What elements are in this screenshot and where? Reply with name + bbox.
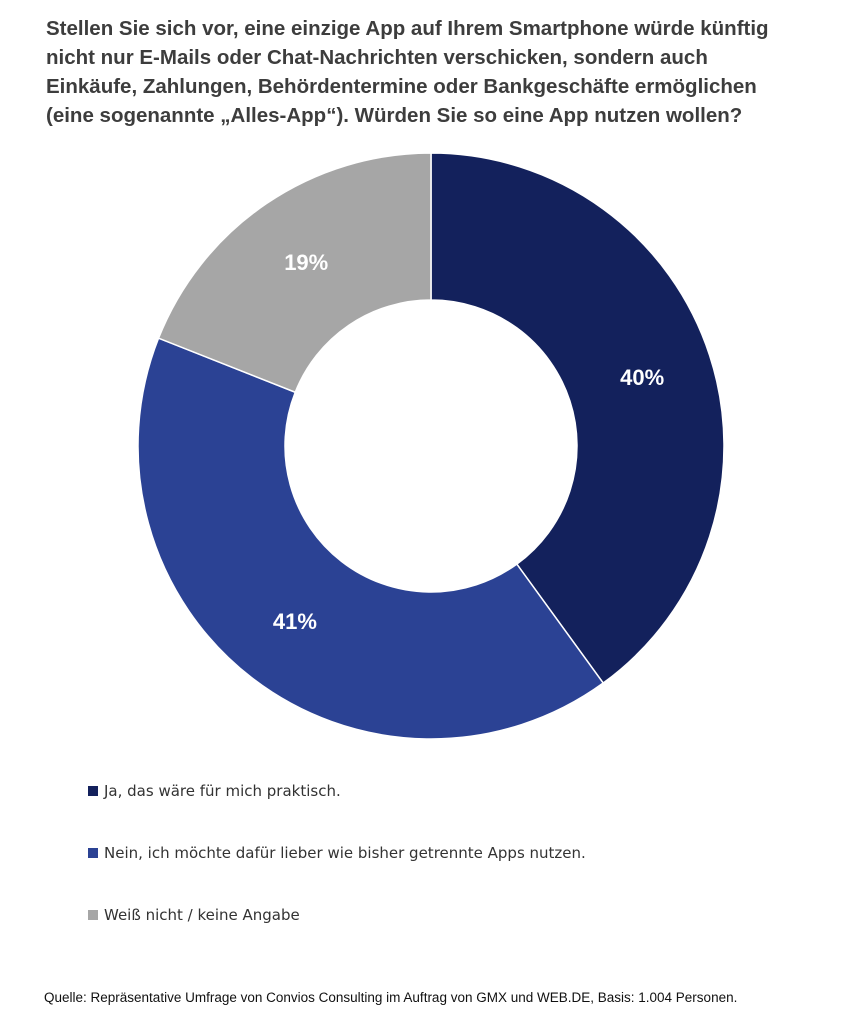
legend-item-nein: Nein, ich möchte dafür lieber wie bisher… [88, 844, 586, 862]
legend-label-nein: Nein, ich möchte dafür lieber wie bisher… [104, 844, 586, 862]
legend-swatch-weiss-nicht [88, 910, 98, 920]
data-label-weiss-nicht: 19% [284, 250, 328, 275]
donut-slice-weiss-nicht [157, 152, 432, 394]
donut-slice-nein [137, 337, 605, 740]
legend-swatch-nein [88, 848, 98, 858]
legend-swatch-ja [88, 786, 98, 796]
legend-item-weiss-nicht: Weiß nicht / keine Angabe [88, 906, 300, 924]
donut-chart: 40% 41% 19% [137, 152, 725, 740]
chart-title: Stellen Sie sich vor, eine einzige App a… [46, 17, 769, 127]
donut-slice-ja [430, 152, 725, 685]
source-note: Quelle: Repräsentative Umfrage von Convi… [44, 990, 738, 1005]
data-label-nein: 41% [273, 609, 317, 634]
data-label-ja: 40% [620, 365, 664, 390]
legend-label-weiss-nicht: Weiß nicht / keine Angabe [104, 906, 300, 924]
legend-item-ja: Ja, das wäre für mich praktisch. [88, 782, 341, 800]
legend-label-ja: Ja, das wäre für mich praktisch. [104, 782, 341, 800]
